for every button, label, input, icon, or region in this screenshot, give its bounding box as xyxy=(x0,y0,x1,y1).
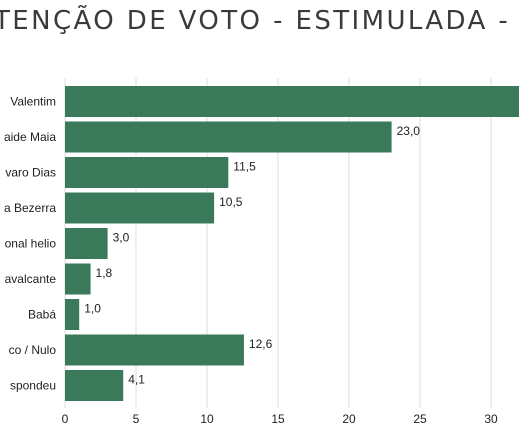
value-label: 10,5 xyxy=(219,195,243,209)
bar xyxy=(65,121,392,153)
bars xyxy=(65,86,519,401)
value-label: 1,0 xyxy=(84,302,101,316)
value-label: 1,8 xyxy=(96,266,113,280)
bar xyxy=(65,263,91,295)
category-label: a Bezerra xyxy=(4,201,56,215)
category-label: spondeu xyxy=(10,379,56,393)
value-label: 3,0 xyxy=(113,231,130,245)
x-tick-label: 25 xyxy=(413,412,427,426)
bar xyxy=(65,157,229,188)
bar xyxy=(65,192,215,224)
category-label: varo Dias xyxy=(5,166,56,180)
x-tick-label: 20 xyxy=(342,412,356,426)
bar xyxy=(65,370,124,401)
bar xyxy=(65,86,519,117)
category-label: co / Nulo xyxy=(9,343,57,357)
x-tick-label: 0 xyxy=(62,412,69,426)
bar xyxy=(65,299,80,330)
category-label: aide Maia xyxy=(4,130,56,144)
value-label: 11,5 xyxy=(233,160,256,174)
value-label: 4,1 xyxy=(128,373,145,387)
bar xyxy=(65,228,108,259)
category-label: Valentim xyxy=(10,95,56,109)
chart-title: TENÇÃO DE VOTO - ESTIMULADA - V xyxy=(0,6,519,36)
x-tick-label: 5 xyxy=(133,412,140,426)
labels: 0 5 10 15 20 25 30 Valentim aide Maia 23,0 varo Di… xyxy=(4,95,498,427)
value-label: 23,0 xyxy=(397,124,421,138)
x-tick-label: 10 xyxy=(200,412,214,426)
category-label: onal helio xyxy=(5,237,57,251)
x-tick-label: 30 xyxy=(484,412,498,426)
x-tick-label: 15 xyxy=(271,412,285,426)
category-label: avalcante xyxy=(5,272,57,286)
value-label: 12,6 xyxy=(249,337,273,351)
bar xyxy=(65,334,244,366)
category-label: Babá xyxy=(28,308,56,322)
